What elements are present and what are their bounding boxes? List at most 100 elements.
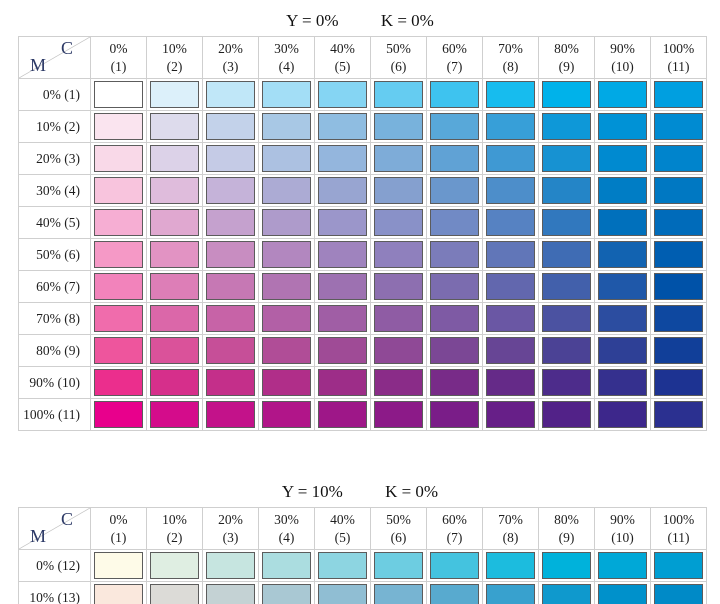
- grid-cell: [483, 207, 539, 239]
- color-swatch: [262, 273, 311, 300]
- color-swatch: [318, 113, 367, 140]
- column-header: 10% (2): [147, 37, 203, 79]
- color-swatch: [318, 273, 367, 300]
- grid-cell: [315, 335, 371, 367]
- color-swatch: [542, 337, 591, 364]
- grid-cell: [371, 239, 427, 271]
- grid-cell: [427, 582, 483, 604]
- column-header: 90% (10): [595, 37, 651, 79]
- grid-cell: [651, 175, 707, 207]
- color-swatch: [94, 273, 143, 300]
- color-swatch: [654, 209, 703, 236]
- color-swatch: [374, 305, 423, 332]
- color-swatch: [598, 81, 647, 108]
- chart-section-y10: Y = 10% K = 0% C M 0% (1) 10% (2) 20% (3) 30% (4)…: [0, 481, 720, 604]
- color-swatch: [150, 113, 199, 140]
- column-header-percent: 30%: [274, 41, 299, 56]
- color-swatch: [486, 113, 535, 140]
- row-label: 10% (2): [19, 111, 91, 143]
- color-swatch: [430, 209, 479, 236]
- color-swatch: [486, 273, 535, 300]
- column-header-index: (4): [278, 530, 295, 545]
- color-swatch: [598, 337, 647, 364]
- grid-cell: [483, 367, 539, 399]
- column-header-percent: 10%: [162, 41, 187, 56]
- row-label: 100% (11): [19, 399, 91, 431]
- column-header: 40% (5): [315, 37, 371, 79]
- color-swatch: [374, 337, 423, 364]
- grid-cell: [259, 207, 315, 239]
- color-swatch: [94, 209, 143, 236]
- chart-title-y0: Y = 0% K = 0%: [0, 10, 720, 32]
- row-label: 90% (10): [19, 367, 91, 399]
- column-header: 100% (11): [651, 37, 707, 79]
- color-swatch: [206, 177, 255, 204]
- color-swatch: [542, 273, 591, 300]
- grid-cell: [147, 271, 203, 303]
- grid-cell: [315, 582, 371, 604]
- grid-cell: [371, 207, 427, 239]
- column-header-percent: 100%: [662, 41, 695, 56]
- grid-cell: [595, 271, 651, 303]
- color-swatch: [206, 209, 255, 236]
- color-swatch: [430, 81, 479, 108]
- color-swatch: [654, 177, 703, 204]
- grid-cell: [259, 582, 315, 604]
- grid-cell: [315, 367, 371, 399]
- column-header-index: (5): [334, 59, 351, 74]
- color-swatch: [262, 305, 311, 332]
- color-swatch: [262, 337, 311, 364]
- row-variable-label: M: [30, 526, 47, 546]
- color-swatch: [262, 369, 311, 396]
- color-swatch: [374, 177, 423, 204]
- grid-cell: [147, 239, 203, 271]
- grid-cell: [595, 79, 651, 111]
- color-swatch: [374, 81, 423, 108]
- grid-cell: [371, 582, 427, 604]
- color-swatch: [486, 337, 535, 364]
- cmyk-grid-y10: C M 0% (1) 10% (2) 20% (3) 30% (4) 40% (5) 50% (6) 60%…: [18, 507, 707, 604]
- column-variable-label: C: [60, 509, 73, 529]
- grid-cell: [315, 239, 371, 271]
- grid-cell: [371, 550, 427, 582]
- color-swatch: [262, 113, 311, 140]
- color-swatch: [150, 273, 199, 300]
- column-header: 0% (1): [91, 508, 147, 550]
- color-swatch: [654, 81, 703, 108]
- column-header-percent: 40%: [330, 41, 355, 56]
- grid-cell: [427, 207, 483, 239]
- column-header-percent: 80%: [554, 512, 579, 527]
- color-swatch: [542, 401, 591, 428]
- column-header-percent: 60%: [442, 41, 467, 56]
- grid-cell: [651, 143, 707, 175]
- color-swatch: [262, 584, 311, 604]
- grid-cell: [539, 399, 595, 431]
- color-swatch: [654, 552, 703, 579]
- color-swatch: [206, 584, 255, 604]
- grid-cell: [651, 111, 707, 143]
- column-header-index: (10): [611, 530, 634, 545]
- column-header: 30% (4): [259, 508, 315, 550]
- grid-cell: [371, 303, 427, 335]
- color-swatch: [486, 177, 535, 204]
- grid-cell: [147, 175, 203, 207]
- column-header-percent: 70%: [498, 512, 523, 527]
- grid-cell: [371, 143, 427, 175]
- column-variable-label: C: [60, 38, 73, 58]
- title-k-value: K = 0%: [385, 482, 439, 501]
- column-header-index: (11): [667, 59, 690, 74]
- grid-cell: [427, 111, 483, 143]
- color-swatch: [206, 113, 255, 140]
- grid-cell: [203, 550, 259, 582]
- color-swatch: [150, 81, 199, 108]
- grid-cell: [371, 111, 427, 143]
- column-header-percent: 0%: [109, 41, 128, 56]
- column-header: 90% (10): [595, 508, 651, 550]
- color-swatch: [598, 369, 647, 396]
- grid-cell: [203, 582, 259, 604]
- grid-cell: [147, 367, 203, 399]
- grid-cell: [539, 143, 595, 175]
- title-y-value: Y = 10%: [281, 482, 343, 501]
- grid-cell: [315, 111, 371, 143]
